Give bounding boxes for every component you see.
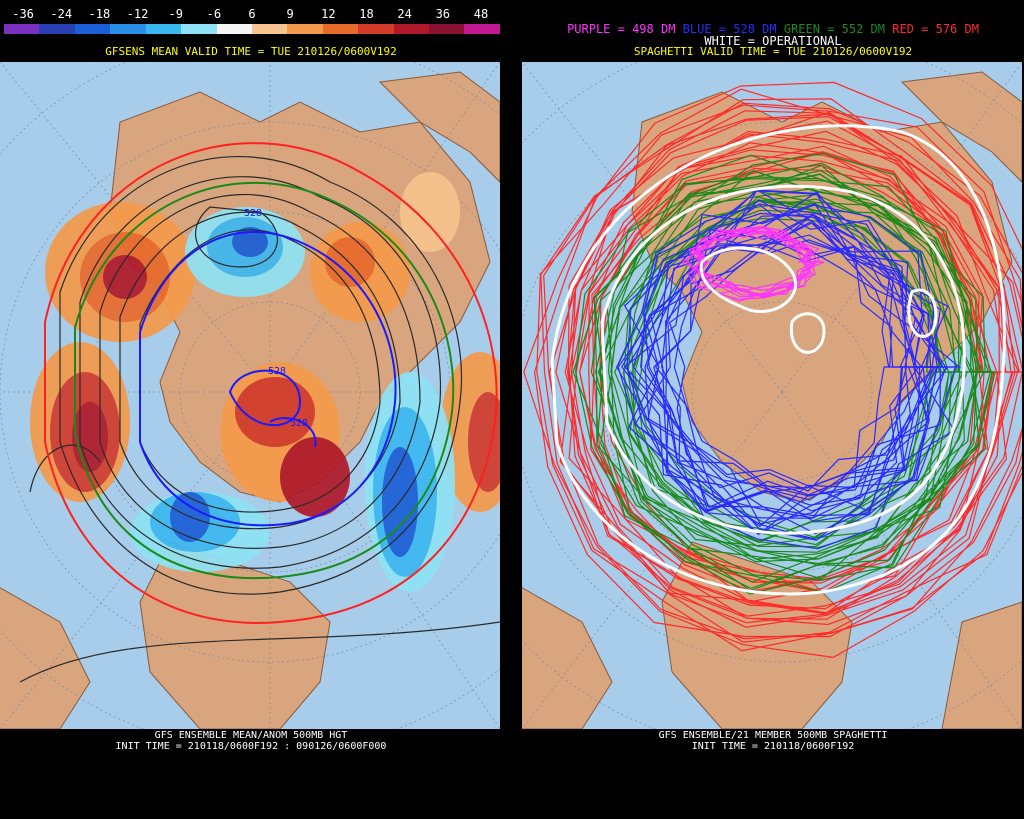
spaghetti-line [694, 230, 817, 291]
spaghetti-line [548, 115, 1022, 628]
blue-contour-bundle [616, 189, 961, 550]
spaghetti-line [593, 154, 996, 581]
spaghetti-line [664, 235, 893, 501]
spaghetti-line [523, 81, 1022, 659]
spaghetti-line [668, 234, 918, 492]
spaghetti-line [624, 203, 937, 528]
spaghetti-legend: PURPLE = 498 DM BLUE = 528 DM GREEN = 55… [522, 22, 1024, 36]
spaghetti-line [543, 88, 1022, 640]
colorbar-label: -18 [88, 7, 111, 21]
colorbar-swatch [39, 24, 75, 34]
colorbar-swatch [251, 24, 288, 34]
spaghetti-line [568, 130, 1021, 615]
left-caption-line1: GFS ENSEMBLE MEAN/ANOM 500MB HGT [154, 730, 348, 741]
spaghetti-line [681, 226, 818, 301]
spaghetti-line [540, 98, 1022, 643]
contour-label: 528 [244, 208, 262, 219]
spaghetti-line [661, 213, 920, 512]
right-caption-line2: INIT TIME = 210118/0600F192 [691, 741, 855, 752]
spaghetti-line [627, 198, 964, 547]
right-caption-line1: GFS ENSEMBLE/21 MEMBER 500MB SPAGHETTI [658, 730, 888, 741]
spaghetti-line [607, 169, 984, 565]
colorbar-label: 18 [359, 7, 374, 21]
ensemble-mean-map-graphic: 528 528 528 [0, 62, 500, 729]
colorbar-swatch [322, 24, 359, 34]
colorbar-label: 6 [248, 7, 256, 21]
colorbar-swatch [145, 24, 182, 34]
spaghetti-panel: PURPLE = 498 DM BLUE = 528 DM GREEN = 55… [522, 0, 1024, 819]
spaghetti-line [653, 241, 908, 489]
legend-blue: BLUE = 528 DM [682, 22, 777, 36]
legend-green: GREEN = 552 DM [783, 22, 885, 36]
colorbar-labels: -36 -24 -18 -12 -9 -6 6 9 12 18 24 36 48 [4, 6, 500, 22]
colorbar-swatch [429, 24, 465, 34]
ensemble-mean-map: 528 528 528 [0, 62, 500, 729]
colorbar-label: -24 [50, 7, 73, 21]
colorbar-swatch [393, 24, 430, 34]
panel-divider [502, 0, 522, 819]
spaghetti-line [696, 232, 815, 292]
legend-purple: PURPLE = 498 DM [567, 22, 676, 36]
colorbar-swatch [4, 24, 40, 34]
spaghetti-line [599, 151, 985, 580]
right-map-title: SPAGHETTI VALID TIME = TUE 210126/0600V1… [633, 45, 913, 58]
colorbar-swatch [358, 24, 394, 34]
colorbar-swatch [110, 24, 146, 34]
left-caption-line2: INIT TIME = 210118/0600F192 : 090126/060… [115, 741, 387, 752]
colorbar-label: -6 [206, 7, 222, 21]
spaghetti-line [626, 189, 961, 541]
colorbar-swatch [74, 24, 111, 34]
colorbar-swatch [464, 24, 500, 34]
spaghetti-line [631, 217, 935, 538]
colorbar-label: 9 [286, 7, 294, 21]
colorbar-label: -12 [126, 7, 149, 21]
spaghetti-map-graphic [522, 62, 1022, 729]
spaghetti-line [626, 199, 949, 512]
spaghetti-line [610, 190, 968, 567]
spaghetti-line [568, 113, 1019, 626]
operational-contours [550, 124, 1006, 596]
spaghetti-map [522, 62, 1022, 729]
spaghetti-line [597, 169, 978, 560]
spaghetti-line [688, 227, 814, 299]
colorbar-label: 12 [321, 7, 336, 21]
spaghetti-line [624, 189, 957, 535]
spaghetti-line [566, 110, 1022, 620]
spaghetti-line [590, 167, 995, 593]
legend-red: RED = 576 DM [892, 22, 979, 36]
legend-white: WHITE = OPERATIONAL [704, 34, 842, 48]
anomaly-colorbar [4, 24, 500, 34]
colorbar-label: 48 [473, 7, 489, 21]
purple-contour-bundle [681, 226, 825, 303]
colorbar-label: -9 [168, 7, 183, 21]
spaghetti-line [621, 204, 939, 541]
colorbar-label: 24 [397, 7, 412, 21]
contour-label: 528 [290, 418, 308, 429]
colorbar-label: -36 [12, 7, 34, 21]
colorbar-swatch [216, 24, 252, 34]
left-map-title: GFSENS MEAN VALID TIME = TUE 210126/0600… [105, 45, 397, 58]
contour-label: 528 [268, 366, 286, 377]
spaghetti-line [555, 120, 1008, 617]
spaghetti-line [536, 104, 1022, 652]
colorbar-swatch [287, 24, 323, 34]
colorbar-label: 36 [435, 7, 451, 21]
colorbar-swatch [181, 24, 217, 34]
spaghetti-line [616, 204, 947, 517]
spaghetti-line [655, 245, 911, 497]
ensemble-mean-panel: -36 -24 -18 -12 -9 -6 6 9 12 18 24 36 48… [0, 0, 502, 819]
